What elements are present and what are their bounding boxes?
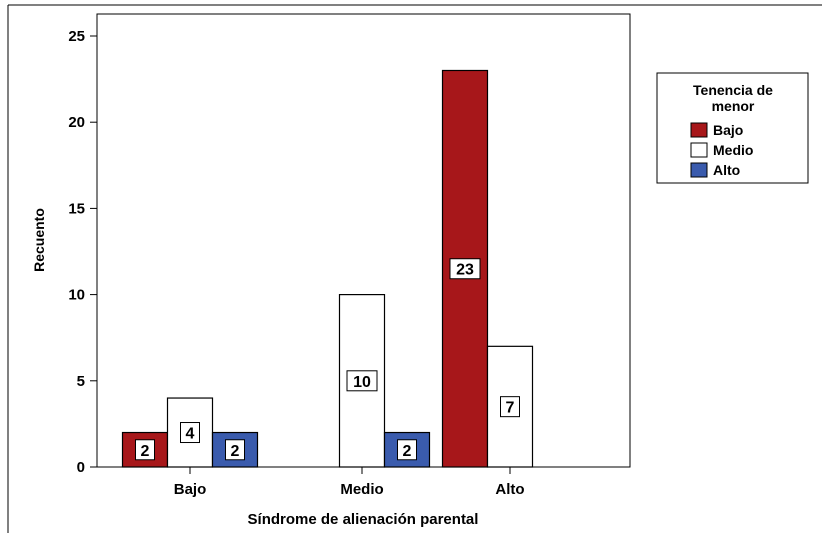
legend-label-bajo: Bajo [713,122,743,138]
data-label: 2 [403,443,412,460]
data-label-box [397,439,417,461]
x-tick-label: Alto [495,481,524,498]
data-label: 10 [353,374,371,391]
legend-swatch-alto [690,162,708,178]
legend-label-alto: Alto [713,162,740,178]
y-ticks: 0 5 10 15 20 25 [68,28,97,476]
legend-title-line-1: Tenencia de [693,82,773,98]
legend: Tenencia de menor Bajo Medio Alto [656,72,809,184]
data-label-box [135,439,155,461]
data-label: 7 [506,400,515,417]
y-tick-label: 10 [68,287,85,304]
bars: 2 4 2 10 2 23 7 [121,69,534,468]
data-label: 4 [186,426,195,443]
bar-medio-alto [486,345,534,468]
data-label-box [500,396,520,418]
legend-label-medio: Medio [713,142,753,158]
legend-title-line-2: menor [712,98,755,114]
legend-items: Bajo Medio Alto [690,122,753,178]
data-label-box [225,439,245,461]
y-tick-label: 25 [68,28,85,45]
data-label-box [346,370,378,392]
data-label-box [449,258,481,280]
y-tick-label: 0 [77,459,85,476]
y-tick-label: 5 [77,373,85,390]
y-tick-label: 20 [68,114,85,131]
data-label-box [180,422,200,444]
data-label: 2 [231,443,240,460]
legend-swatch-medio [690,142,708,158]
legend-swatch-bajo [690,122,708,138]
x-axis-title: Síndrome de alienación parental [248,511,479,528]
x-tick-labels: Bajo Medio Alto [174,467,525,498]
y-tick-label: 15 [68,200,85,217]
data-label: 23 [456,262,474,279]
x-tick-label: Bajo [174,481,207,498]
y-axis-title: Recuento [31,208,47,272]
data-label: 2 [141,443,150,460]
legend-box [656,72,809,184]
x-tick-label: Medio [340,481,383,498]
